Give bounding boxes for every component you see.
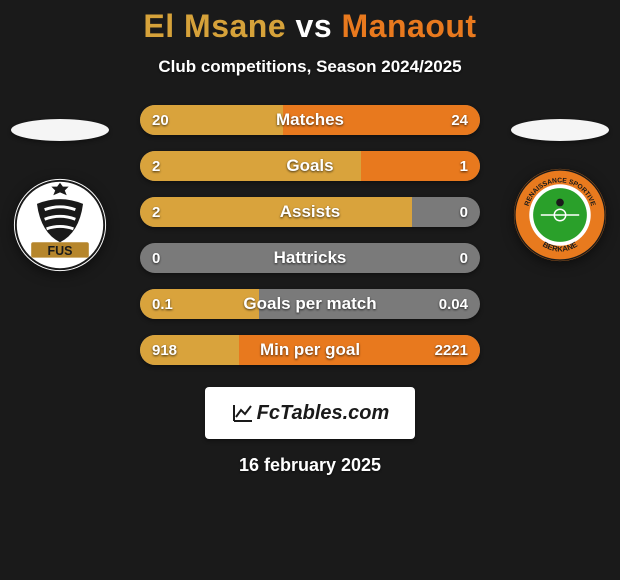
player1-club-badge: FUS bbox=[12, 177, 108, 273]
player1-column: FUS bbox=[0, 105, 120, 273]
stat-row: 00Hattricks bbox=[140, 243, 480, 273]
title-player1: El Msane bbox=[143, 8, 286, 44]
stat-row: 21Goals bbox=[140, 151, 480, 181]
stat-rows: 2024Matches 21Goals 20Assists 00Hattricks 0.… bbox=[140, 105, 480, 365]
date-text: 16 february 2025 bbox=[0, 455, 620, 476]
fctables-logo: FcTables.com bbox=[231, 401, 390, 425]
stat-row: 0.10.04Goals per match bbox=[140, 289, 480, 319]
player2-club-badge: RENAISSANCE SPORTIVE BERKANE bbox=[512, 167, 608, 263]
subtitle: Club competitions, Season 2024/2025 bbox=[0, 57, 620, 77]
player2-column: RENAISSANCE SPORTIVE BERKANE bbox=[500, 105, 620, 263]
source-badge: FcTables.com bbox=[205, 387, 415, 439]
comparison-infographic: El Msane vs Manaout Club competitions, S… bbox=[0, 0, 620, 580]
stat-label: Min per goal bbox=[140, 335, 480, 365]
stat-row: 9182221Min per goal bbox=[140, 335, 480, 365]
page-title: El Msane vs Manaout bbox=[0, 0, 620, 45]
source-brand-text: FcTables.com bbox=[257, 402, 390, 425]
stats-area: FUS bbox=[0, 105, 620, 365]
stat-label: Goals bbox=[140, 151, 480, 181]
stat-label: Matches bbox=[140, 105, 480, 135]
player2-photo-placeholder bbox=[511, 119, 609, 141]
stat-label: Goals per match bbox=[140, 289, 480, 319]
title-vs: vs bbox=[296, 8, 333, 44]
stat-row: 2024Matches bbox=[140, 105, 480, 135]
stat-row: 20Assists bbox=[140, 197, 480, 227]
stat-label: Assists bbox=[140, 197, 480, 227]
stat-label: Hattricks bbox=[140, 243, 480, 273]
svg-text:FUS: FUS bbox=[48, 244, 73, 258]
player1-photo-placeholder bbox=[11, 119, 109, 141]
title-player2: Manaout bbox=[342, 8, 477, 44]
